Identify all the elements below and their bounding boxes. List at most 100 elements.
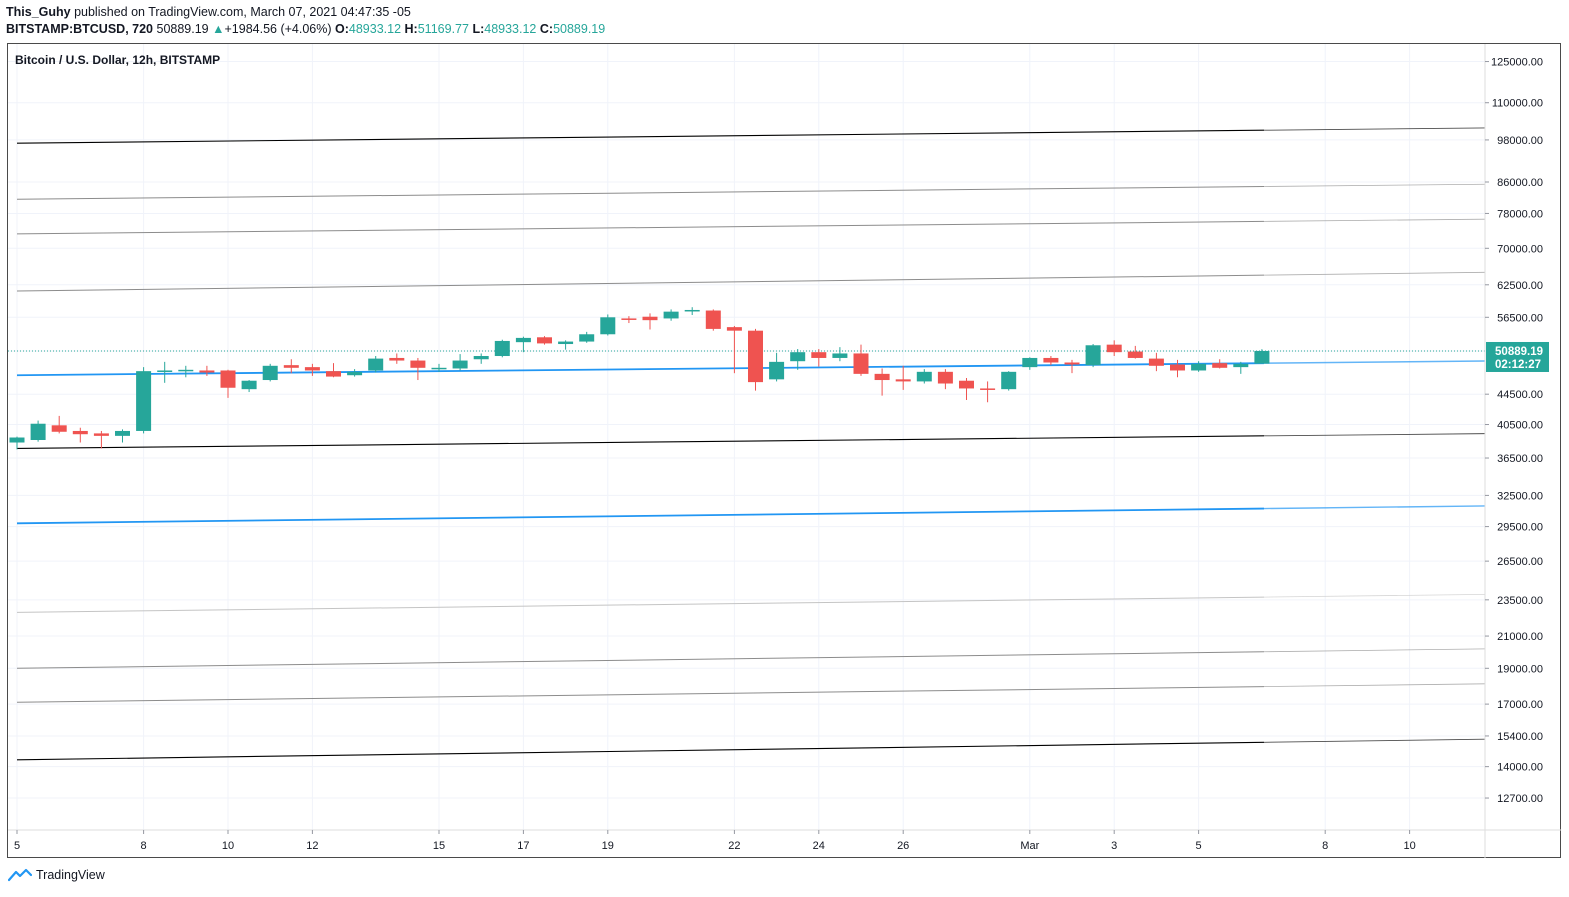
candle-body-down — [389, 357, 405, 361]
low-value: 48933.12 — [484, 22, 537, 36]
close-value: 50889.19 — [553, 22, 606, 36]
author-name[interactable]: This_Guhy — [6, 5, 71, 19]
candle-body-down — [326, 371, 341, 377]
candle-body-up — [600, 317, 616, 335]
candle-body-down — [1043, 357, 1059, 363]
channel-line — [16, 686, 1265, 703]
candle-body-up — [115, 430, 130, 436]
candle-body-up — [136, 371, 152, 431]
open-value: 48933.12 — [348, 22, 402, 36]
channel-line-extension — [1263, 433, 1486, 437]
candle-body-down — [537, 337, 552, 344]
candle-body-down — [748, 330, 763, 383]
candle-body-up — [241, 380, 257, 390]
price-tick-label: 44500.00 — [1497, 389, 1543, 401]
channel-line — [16, 651, 1265, 669]
candle-body-up — [916, 371, 932, 382]
publish-info: published on TradingView.com, March 07, … — [74, 5, 411, 19]
price-tick-label: 78000.00 — [1497, 208, 1543, 220]
candle-body-down — [853, 353, 869, 374]
high-label: H: — [404, 22, 418, 36]
candle-body-up — [1022, 357, 1038, 368]
price-tick-label: 14000.00 — [1497, 762, 1543, 774]
candle-body-down — [726, 327, 742, 331]
price-tick-label: 17000.00 — [1497, 699, 1543, 711]
candle-body-down — [1106, 344, 1122, 353]
price-tick-label: 125000.00 — [1491, 57, 1543, 69]
publish-line: This_Guhy published on TradingView.com, … — [6, 4, 605, 21]
candles — [9, 307, 1270, 450]
up-arrow-icon: ▲ — [212, 22, 225, 36]
price-tick-label: 15400.00 — [1497, 731, 1543, 743]
candle-body-down — [304, 367, 320, 371]
candle-body-up — [684, 309, 700, 312]
channel-line-extension — [1263, 593, 1486, 598]
time-tick-label: Mar — [1020, 840, 1039, 852]
candle-body-down — [1170, 364, 1185, 371]
candle-body-up — [347, 371, 363, 376]
price-tick-label: 21000.00 — [1497, 631, 1543, 643]
candle-body-up — [1191, 363, 1207, 371]
grid — [8, 44, 1485, 830]
candle-body-up — [494, 340, 510, 357]
candle-body-up — [769, 361, 785, 380]
time-tick-label: 10 — [222, 840, 234, 852]
channel-line-extension — [1263, 271, 1486, 276]
candle-body-up — [515, 337, 531, 343]
candle-body-up — [1085, 345, 1101, 366]
candle-body-down — [220, 370, 236, 388]
tradingview-logo[interactable]: TradingView — [8, 868, 105, 882]
candle-body-down — [410, 360, 426, 368]
candle-body-down — [874, 373, 890, 381]
channel-line — [16, 220, 1265, 235]
candle-body-down — [937, 371, 953, 384]
current-price-tag-bg — [1486, 341, 1549, 372]
time-tick-label: 5 — [14, 840, 20, 852]
candle-body-down — [199, 370, 215, 373]
bar-countdown: 02:12:27 — [1495, 359, 1541, 371]
candle-body-down — [811, 352, 827, 358]
channel-lines — [8, 127, 1486, 761]
candle-body-up — [178, 369, 194, 372]
price-change: +1984.56 (+4.06%) — [224, 22, 332, 36]
candle-body-up — [368, 358, 384, 371]
time-tick-label: 12 — [306, 840, 318, 852]
candle-body-down — [895, 379, 911, 382]
channel-line-extension — [1263, 183, 1486, 187]
price-tick-label: 110000.00 — [1492, 98, 1543, 110]
candle-body-down — [980, 388, 996, 390]
candle-body-up — [1233, 363, 1249, 368]
chart-frame — [7, 43, 1561, 858]
ohlc-line: BITSTAMP:BTCUSD, 720 50889.19 ▲+1984.56 … — [6, 21, 605, 38]
price-tick-label: 98000.00 — [1497, 135, 1543, 147]
current-price-value: 50889.19 — [1495, 346, 1543, 358]
high-value: 51169.77 — [417, 22, 469, 36]
channel-line — [16, 274, 1265, 292]
channel-line — [16, 596, 1265, 613]
time-tick-label: 19 — [602, 840, 614, 852]
channel-line — [16, 741, 1265, 761]
symbol-label: BITSTAMP:BTCUSD, 720 — [6, 22, 154, 36]
price-tick-label: 56500.00 — [1497, 312, 1543, 324]
price-tick-label: 62500.00 — [1497, 280, 1543, 292]
time-tick-label: 17 — [517, 840, 529, 852]
candle-body-up — [30, 423, 46, 441]
channel-line-extension — [1263, 360, 1486, 364]
channel-line — [16, 435, 1265, 450]
candle-body-down — [959, 380, 974, 389]
time-tick-label: 8 — [1322, 840, 1328, 852]
low-label: L: — [472, 22, 485, 36]
price-tick-label: 70000.00 — [1497, 243, 1543, 255]
candle-body-up — [790, 352, 806, 362]
chart-legend-title: Bitcoin / U.S. Dollar, 12h, BITSTAMP — [15, 53, 221, 67]
price-tick-label: 86000.00 — [1497, 177, 1543, 189]
candle-body-up — [558, 341, 574, 345]
candle-body-up — [431, 367, 447, 370]
candle-body-up — [9, 437, 25, 443]
candle-body-down — [51, 425, 67, 432]
time-tick-label: 26 — [897, 840, 909, 852]
price-tick-label: 23500.00 — [1497, 595, 1543, 607]
candle-body-down — [1127, 351, 1143, 358]
